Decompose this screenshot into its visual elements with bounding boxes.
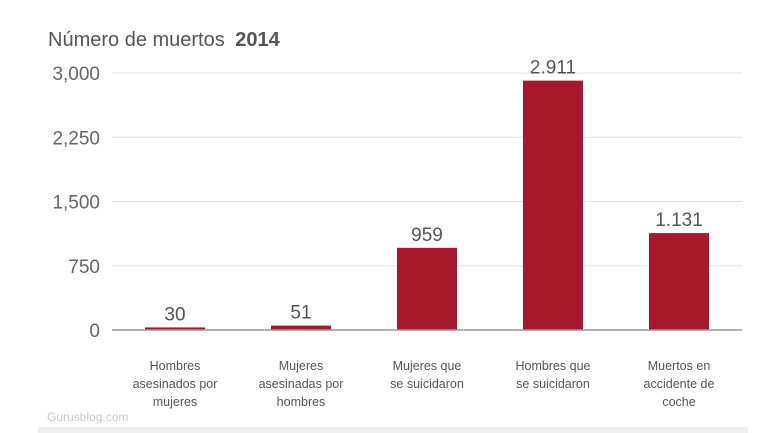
x-category-label: Hombres asesinados por mujeres <box>133 359 218 409</box>
chart-title-year: 2014 <box>235 29 280 51</box>
bar-value-label: 30 <box>164 304 185 325</box>
x-category-label: Mujeres que se suicidaron <box>390 359 464 391</box>
x-category-label: Muertos en accidente de coche <box>644 359 715 409</box>
bar-value-label: 959 <box>411 225 443 246</box>
footer-band <box>38 427 748 433</box>
bar-value-label: 1.131 <box>655 210 703 231</box>
y-tick-label: 1,500 <box>52 193 100 214</box>
bar <box>649 233 709 330</box>
x-category-label: Mujeres asesinadas por hombres <box>259 359 344 409</box>
x-category-label: Hombres que se suicidaron <box>515 359 590 391</box>
y-tick-label: 750 <box>68 257 100 278</box>
bar-value-labels: 30 51 959 2.911 1.131 <box>164 58 702 326</box>
x-axis-categories: Hombres asesinados por mujeres Mujeres asesi… <box>133 359 715 409</box>
bar <box>271 325 331 330</box>
y-axis-ticks: 0 750 1,500 2,250 3,000 <box>52 64 100 342</box>
chart-title-text: Número de muertos <box>48 29 225 51</box>
watermark-text: Gurusblog.com <box>47 410 128 424</box>
y-tick-label: 0 <box>89 321 100 342</box>
y-tick-label: 3,000 <box>52 64 100 85</box>
y-tick-label: 2,250 <box>52 128 100 149</box>
bars <box>145 80 709 331</box>
chart-title: Número de muertos 2014 <box>48 29 281 51</box>
bar <box>145 327 205 330</box>
bar-value-label: 2.911 <box>530 58 576 79</box>
bar <box>523 80 583 331</box>
bar-value-label: 51 <box>290 303 311 324</box>
bar <box>397 247 457 330</box>
